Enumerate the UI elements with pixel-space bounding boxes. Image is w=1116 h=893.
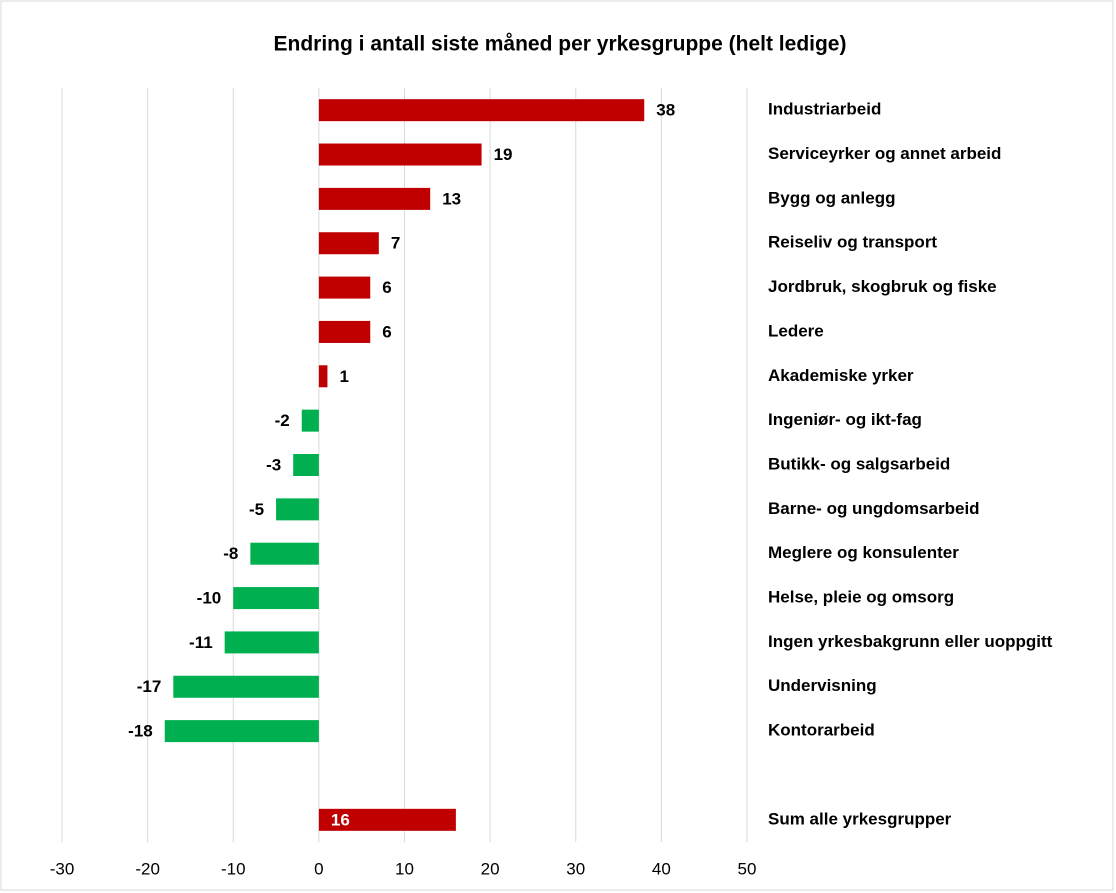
category-label: Reiseliv og transport [768,233,937,252]
bar [164,720,319,743]
data-label: 19 [494,145,513,164]
data-label: -10 [197,589,222,608]
bar [250,542,319,565]
data-label: 6 [382,278,391,297]
data-label: 38 [656,101,675,120]
x-tick-label: -30 [50,859,75,878]
category-label: Kontorarbeid [768,721,875,740]
data-label: -3 [266,455,281,474]
bar [318,99,645,122]
data-label: 6 [382,322,391,341]
category-label: Helse, pleie og omsorg [768,588,954,607]
category-label: Jordbruk, skogbruk og fiske [768,277,997,296]
category-label: Bygg og anlegg [768,188,896,207]
data-label: -8 [223,544,238,563]
bar [318,276,371,299]
chart-title: Endring i antall siste måned per yrkesgr… [274,33,847,56]
data-label: -11 [189,633,213,652]
data-label: 16 [331,810,350,829]
data-label: 7 [391,234,400,253]
category-label: Sum alle yrkesgrupper [768,809,952,828]
x-tick-label: 50 [738,859,757,878]
category-label: Ingeniør- og ikt-fag [768,410,922,429]
category-label: Akademiske yrker [768,366,914,385]
bar [318,320,371,343]
category-label: Undervisning [768,676,877,695]
data-label: -17 [137,677,162,696]
category-label: Industriarbeid [768,100,881,119]
bar [224,631,319,654]
category-label: Ledere [768,321,824,340]
data-label: -18 [128,722,153,741]
x-tick-label: 10 [395,859,414,878]
bar [301,409,319,432]
bar [293,454,319,476]
x-tick-label: 0 [314,859,323,878]
bar [276,498,319,521]
bar [318,187,431,210]
bar [318,808,456,831]
x-tick-label: 30 [566,859,585,878]
data-label: 13 [442,189,461,208]
data-label: -2 [275,411,290,430]
data-label: -5 [249,500,264,519]
bar [318,232,379,255]
bar [233,587,319,610]
x-tick-label: 40 [652,859,671,878]
category-label: Serviceyrker og annet arbeid [768,144,1001,163]
bar [173,675,319,698]
x-tick-label: -10 [221,859,246,878]
category-label: Barne- og ungdomsarbeid [768,499,980,518]
x-tick-label: 20 [481,859,500,878]
category-label: Ingen yrkesbakgrunn eller uoppgitt [768,632,1053,651]
bar [318,365,328,388]
category-label: Meglere og konsulenter [768,543,959,562]
bar [318,143,482,166]
category-label: Butikk- og salgsarbeid [768,454,950,473]
x-tick-label: -20 [135,859,160,878]
data-label: 1 [339,367,348,386]
